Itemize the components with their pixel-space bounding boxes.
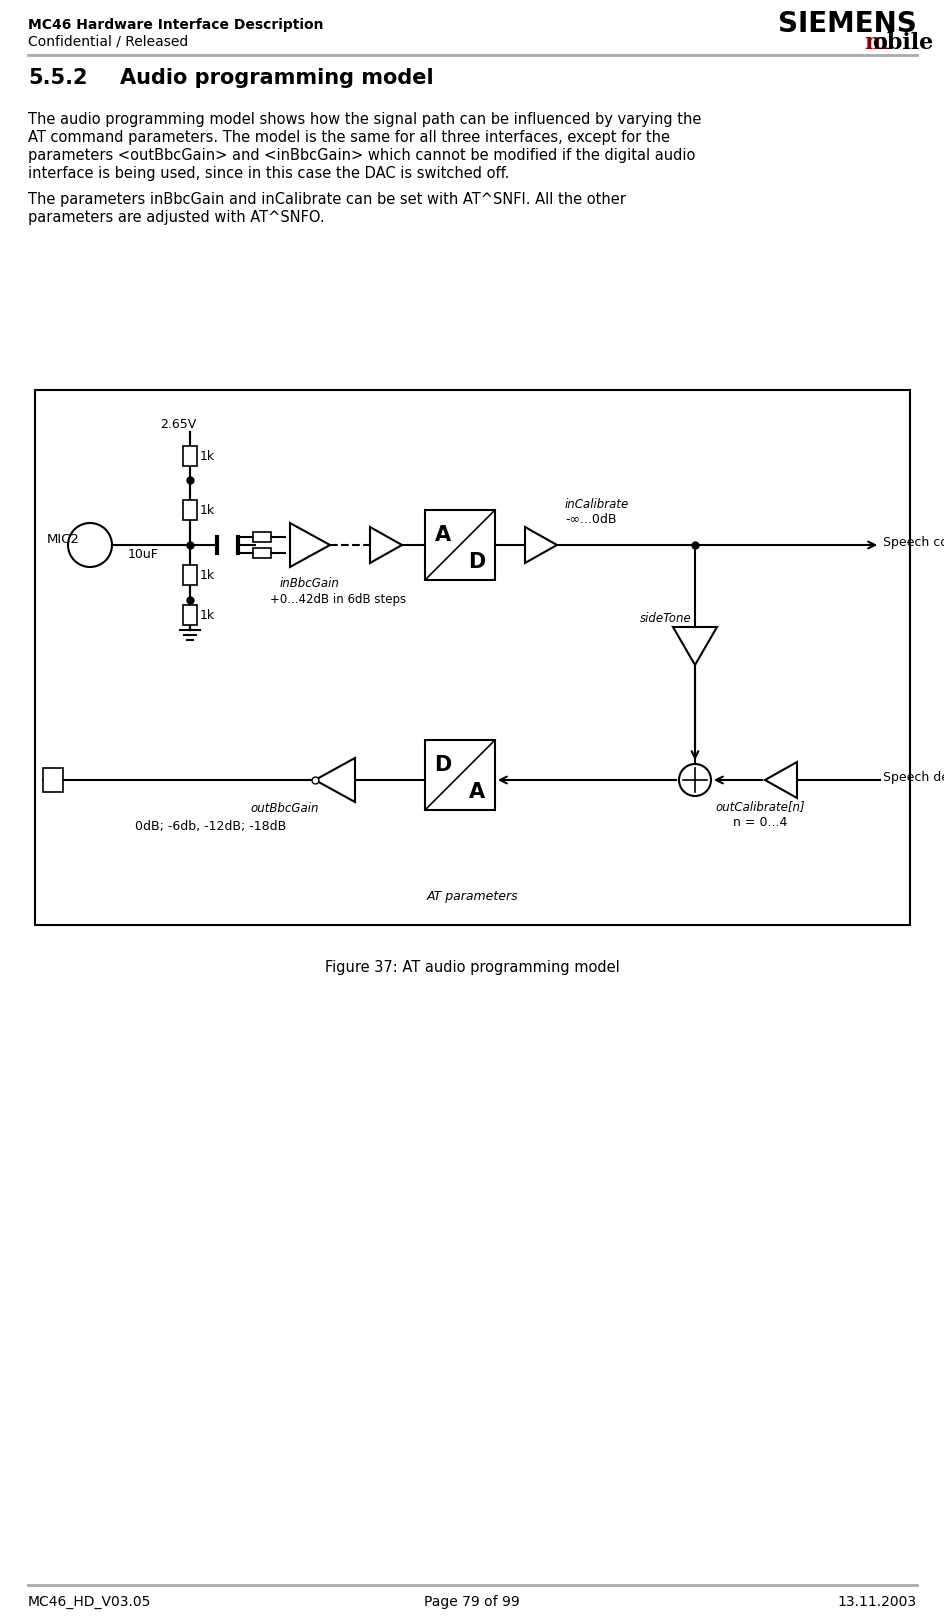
Bar (425, 510, 495, 579)
Text: 10uF: 10uF (127, 549, 159, 561)
Text: inCalibrate: inCalibrate (565, 498, 629, 511)
Bar (35, 390, 909, 925)
Text: 13.11.2003: 13.11.2003 (837, 1595, 916, 1608)
Text: 1k: 1k (200, 503, 215, 516)
Text: Confidential / Released: Confidential / Released (28, 34, 188, 49)
Text: MIC2: MIC2 (47, 532, 80, 545)
Text: 2.65V: 2.65V (160, 417, 196, 430)
Text: Audio programming model: Audio programming model (120, 68, 433, 87)
Text: parameters <outBbcGain> and <inBbcGain> which cannot be modified if the digital : parameters <outBbcGain> and <inBbcGain> … (28, 147, 695, 163)
Text: SIEMENS: SIEMENS (778, 10, 916, 37)
Bar (425, 739, 495, 811)
Text: inBbcGain: inBbcGain (279, 578, 340, 591)
Text: D: D (434, 756, 451, 775)
Bar (183, 500, 196, 519)
Text: D: D (468, 552, 485, 573)
Text: The audio programming model shows how the signal path can be influenced by varyi: The audio programming model shows how th… (28, 112, 700, 126)
Text: -∞...0dB: -∞...0dB (565, 513, 615, 526)
Bar (252, 532, 270, 542)
Text: outBbcGain: outBbcGain (250, 803, 319, 815)
Text: 1k: 1k (200, 568, 215, 581)
Bar (183, 605, 196, 625)
Text: interface is being used, since in this case the DAC is switched off.: interface is being used, since in this c… (28, 167, 509, 181)
Text: Speech decoder: Speech decoder (882, 770, 944, 783)
Text: obile: obile (871, 32, 933, 53)
Bar (252, 549, 270, 558)
Text: 1k: 1k (200, 608, 215, 621)
Text: +0...42dB in 6dB steps: +0...42dB in 6dB steps (270, 594, 406, 607)
Text: MC46_HD_V03.05: MC46_HD_V03.05 (28, 1595, 151, 1608)
Text: parameters are adjusted with AT^SNFO.: parameters are adjusted with AT^SNFO. (28, 210, 325, 225)
Text: AT command parameters. The model is the same for all three interfaces, except fo: AT command parameters. The model is the … (28, 129, 669, 146)
Text: A: A (468, 781, 484, 803)
Bar (183, 565, 196, 586)
Text: AT parameters: AT parameters (427, 890, 517, 903)
Bar (43, 769, 63, 791)
Text: outCalibrate[n]: outCalibrate[n] (715, 799, 804, 812)
Text: 5.5.2: 5.5.2 (28, 68, 88, 87)
Text: 1k: 1k (200, 450, 215, 463)
Text: Speech coder: Speech coder (882, 536, 944, 549)
Text: 0dB; -6db, -12dB; -18dB: 0dB; -6db, -12dB; -18dB (135, 820, 286, 833)
Text: sideTone: sideTone (639, 612, 691, 625)
Text: Figure 37: AT audio programming model: Figure 37: AT audio programming model (325, 959, 618, 976)
Text: The parameters inBbcGain and inCalibrate can be set with AT^SNFI. All the other: The parameters inBbcGain and inCalibrate… (28, 193, 625, 207)
Text: n = 0...4: n = 0...4 (732, 815, 786, 828)
Text: Page 79 of 99: Page 79 of 99 (424, 1595, 519, 1608)
Bar (183, 447, 196, 466)
Text: m: m (863, 32, 886, 53)
Text: A: A (434, 524, 450, 545)
Text: MC46 Hardware Interface Description: MC46 Hardware Interface Description (28, 18, 323, 32)
